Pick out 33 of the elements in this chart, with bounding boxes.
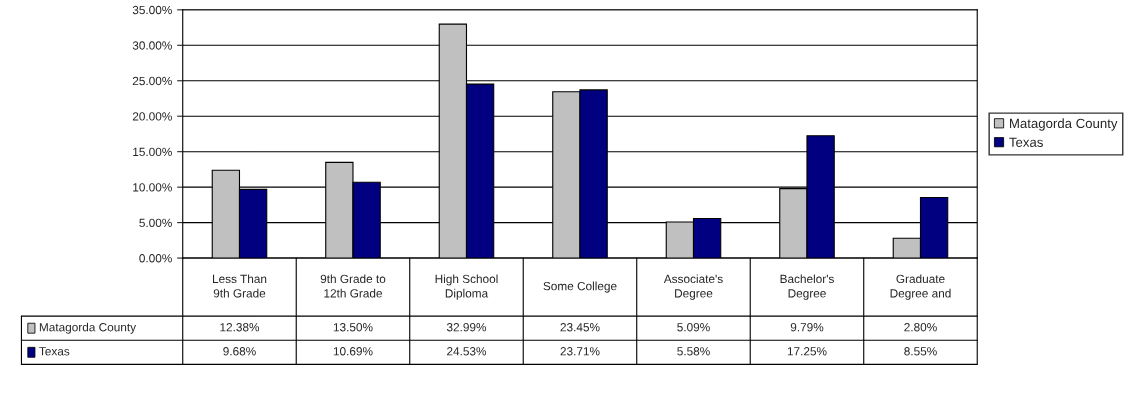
data-label: 9.68% <box>223 347 256 356</box>
data-label: 2.80% <box>904 323 937 332</box>
data-label: 5.09% <box>677 323 710 332</box>
text: Matagorda County <box>39 322 137 334</box>
legend-label: Matagorda County <box>1010 118 1118 131</box>
legend-label: Texas <box>1009 137 1043 147</box>
data-label: 13.50% <box>333 323 373 332</box>
y-tick-label: 20.00% <box>132 112 172 121</box>
x-tick-label: Less Than 9th Grade <box>213 274 267 298</box>
data-label: 9.79% <box>790 323 824 332</box>
data-label: 17.25% <box>787 347 827 356</box>
data-label: 24.53% <box>447 347 487 356</box>
data-label: 5.58% <box>677 347 710 356</box>
y-tick-label: 15.00% <box>133 147 172 157</box>
y-tick-label: 25.00% <box>132 76 172 86</box>
data-label: 23.71% <box>560 347 600 356</box>
data-label: 12.38% <box>220 323 260 332</box>
x-tick-label: Bachelor's Degree <box>780 274 834 300</box>
y-tick-label: 30.00% <box>132 41 172 50</box>
x-tick-label: High School Diploma <box>435 274 498 300</box>
data-label: 32.99% <box>446 323 487 332</box>
y-tick-label: 0.00% <box>139 254 172 263</box>
y-tick-label: 35.00% <box>132 5 172 15</box>
text: Texas <box>39 347 70 356</box>
data-label: 23.45% <box>560 323 600 332</box>
data-label: 10.69% <box>333 347 373 356</box>
x-tick-label: Graduate Degree and <box>890 274 951 300</box>
y-tick-label: 5.00% <box>139 218 172 228</box>
x-tick-label: Some College <box>543 281 617 293</box>
y-tick-label: 10.00% <box>133 183 172 192</box>
data-label: 8.55% <box>904 347 937 356</box>
x-tick-label: 9th Grade to 12th Grade <box>320 274 386 298</box>
x-tick-label: Associate's Degree <box>663 274 723 300</box>
